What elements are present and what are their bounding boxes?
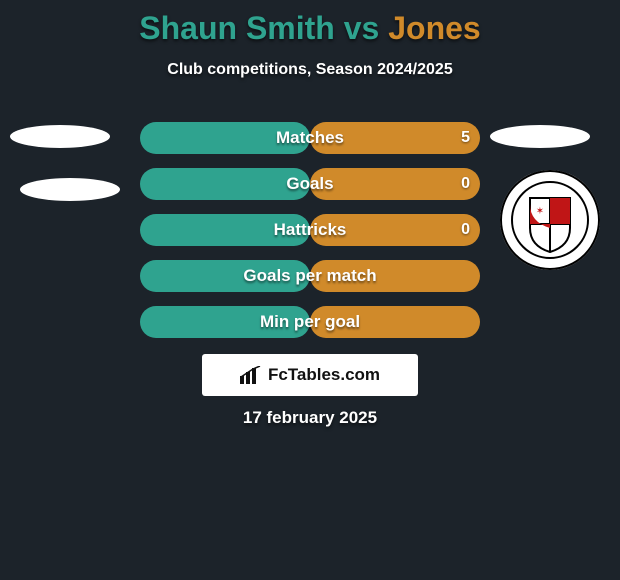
subtitle: Club competitions, Season 2024/2025 bbox=[0, 61, 620, 79]
comparison-title: Shaun Smith vs Jones bbox=[0, 0, 620, 47]
stat-label: Hattricks bbox=[0, 214, 620, 246]
brand-watermark: FcTables.com bbox=[202, 354, 418, 396]
snapshot-date: 17 february 2025 bbox=[0, 408, 620, 428]
stat-row-matches: 5 Matches bbox=[0, 122, 620, 154]
vs-text: vs bbox=[344, 10, 380, 46]
stat-row-goals: 0 Goals bbox=[0, 168, 620, 200]
player2-name: Jones bbox=[388, 10, 480, 46]
stat-label: Min per goal bbox=[0, 306, 620, 338]
stat-row-gpm: Goals per match bbox=[0, 260, 620, 292]
stat-label: Goals bbox=[0, 168, 620, 200]
stat-row-mpg: Min per goal bbox=[0, 306, 620, 338]
stat-rows: 5 Matches 0 Goals 0 Hattricks Goals per … bbox=[0, 122, 620, 352]
brand-text: FcTables.com bbox=[268, 365, 380, 385]
player1-name: Shaun Smith bbox=[139, 10, 335, 46]
stat-row-hattricks: 0 Hattricks bbox=[0, 214, 620, 246]
stat-label: Goals per match bbox=[0, 260, 620, 292]
brand-bars-icon bbox=[240, 366, 262, 384]
stat-label: Matches bbox=[0, 122, 620, 154]
